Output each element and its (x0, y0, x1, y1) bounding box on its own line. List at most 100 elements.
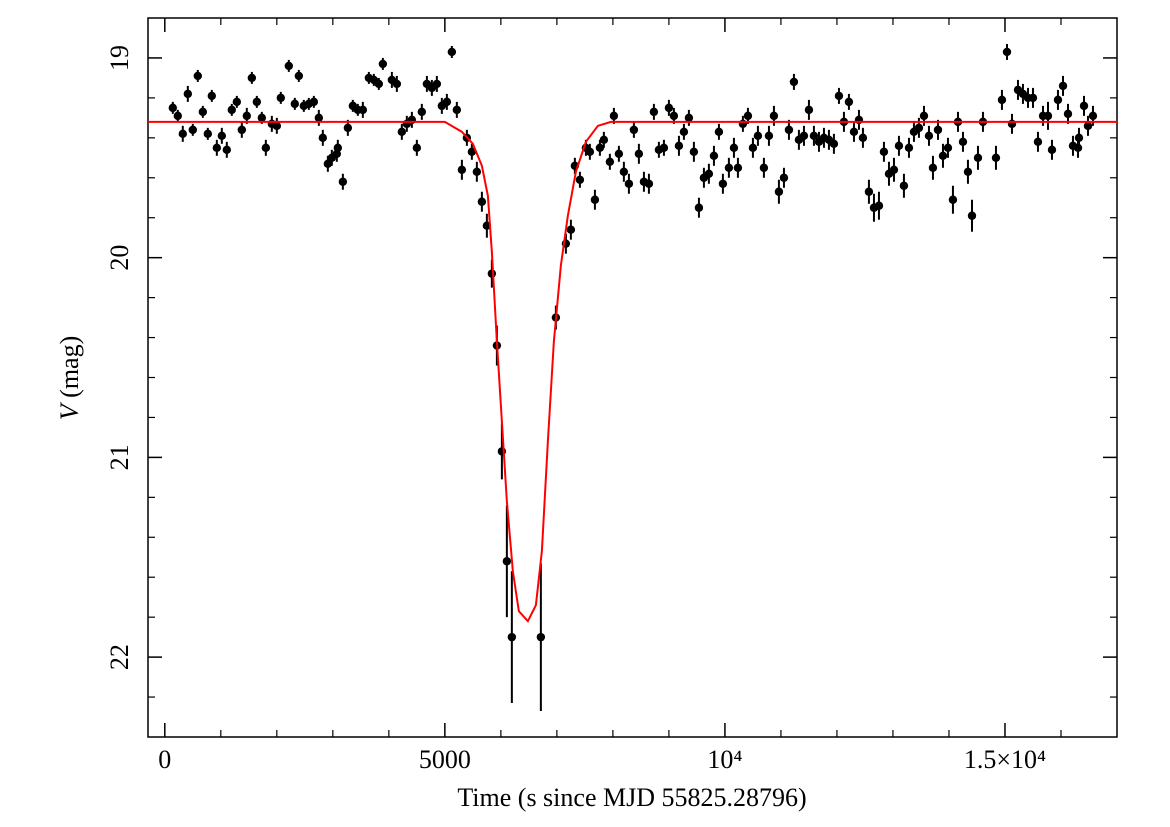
data-point (779, 173, 789, 182)
data-point (1043, 111, 1053, 121)
data-point (938, 151, 948, 161)
data-point (595, 143, 605, 153)
data-point (928, 163, 938, 172)
data-point (914, 123, 924, 133)
data-point (874, 201, 884, 210)
data-point (178, 129, 187, 139)
data-point (442, 97, 452, 107)
data-point (173, 111, 182, 121)
data-point (290, 99, 300, 109)
data-point (590, 195, 600, 204)
data-point (684, 113, 694, 123)
data-point (447, 47, 457, 57)
data-point (834, 91, 844, 101)
data-point (879, 147, 889, 157)
data-point (704, 169, 714, 178)
data-point (973, 153, 983, 163)
data-point (789, 77, 799, 87)
data-point (343, 123, 353, 133)
data-point (472, 167, 482, 176)
data-point (203, 129, 213, 139)
x-axis-label: Time (s since MJD 55825.28796) (457, 783, 806, 812)
data-point (467, 147, 477, 157)
data-point (629, 125, 639, 135)
data-point (649, 107, 659, 117)
data-point (284, 61, 294, 71)
data-point (338, 177, 348, 186)
data-point (432, 79, 442, 89)
data-point (257, 113, 267, 123)
data-point (858, 133, 868, 143)
data-point (272, 121, 282, 131)
data-point (664, 103, 674, 113)
data-point (844, 97, 854, 107)
data-point (242, 111, 252, 121)
data-point (575, 175, 585, 184)
y-tick-label: 21 (105, 444, 134, 470)
data-point (536, 632, 546, 642)
data-point (899, 181, 909, 190)
data-point (333, 143, 343, 153)
data-point (933, 125, 943, 135)
data-point (318, 133, 328, 143)
data-point (1053, 95, 1063, 105)
data-point (967, 211, 977, 220)
data-point (217, 131, 227, 141)
data-point (1028, 93, 1038, 103)
data-point (689, 147, 699, 157)
data-point (1074, 133, 1084, 143)
y-axis-symbol: V (55, 401, 84, 420)
data-point (1047, 145, 1057, 155)
data-point (232, 97, 242, 107)
data-point (566, 225, 576, 234)
data-point (397, 127, 407, 137)
data-point (669, 111, 679, 121)
data-point (614, 149, 624, 159)
data-point (759, 163, 769, 172)
y-tick-label: 22 (105, 644, 134, 670)
data-point (619, 167, 629, 176)
data-point (314, 113, 324, 123)
data-point (247, 73, 257, 83)
data-point (1002, 47, 1012, 57)
data-point (894, 141, 904, 151)
data-point (774, 187, 784, 196)
data-point (477, 197, 487, 206)
data-point (919, 111, 929, 121)
model-curve (148, 120, 1117, 623)
data-point (748, 143, 758, 153)
data-point (487, 269, 497, 278)
data-point (198, 107, 208, 117)
data-point (809, 131, 819, 141)
data-point (261, 143, 271, 153)
data-point (948, 195, 958, 204)
data-point (644, 179, 654, 188)
data-point (227, 105, 236, 115)
data-point (634, 149, 644, 159)
data-point (452, 105, 462, 115)
data-point (1058, 81, 1068, 91)
data-point (624, 179, 634, 188)
data-point (188, 125, 198, 135)
x-tick-label: 1.5×10⁴ (964, 745, 1046, 774)
x-tick-label: 10⁴ (707, 745, 742, 774)
data-point (943, 143, 953, 153)
data-point (889, 165, 899, 174)
data-point (358, 105, 368, 115)
data-point (193, 71, 202, 81)
data-point (605, 157, 615, 166)
data-point (502, 557, 512, 566)
y-tick-label: 20 (105, 245, 134, 271)
data-point (207, 91, 216, 101)
data-point (709, 151, 719, 161)
data-point (829, 139, 839, 149)
data-point (507, 632, 517, 642)
y-axis-label: V (mag) (55, 336, 84, 420)
data-point (997, 95, 1007, 105)
data-point (599, 135, 609, 145)
data-point (769, 111, 779, 121)
data-point (1063, 109, 1073, 119)
data-point (252, 97, 262, 107)
data-point (714, 127, 724, 137)
